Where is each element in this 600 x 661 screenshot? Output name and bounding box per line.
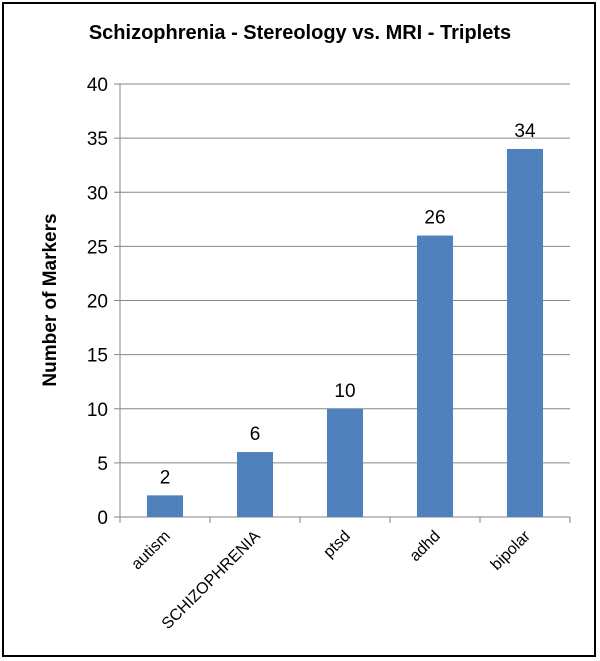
y-tick-label: 20 [87, 292, 108, 313]
labels: 0 5 10 15 20 25 30 35 40 2 autism 6 SCHIZOPHRENIA 10 p… [87, 75, 536, 633]
x-tick-label: SCHIZOPHRENIA [159, 528, 264, 633]
y-tick-label: 5 [97, 454, 108, 475]
bar-autism [147, 495, 183, 517]
bar-bipolar [507, 148, 543, 517]
gridlines [120, 83, 570, 464]
y-axis-label: Number of Markers [40, 213, 61, 386]
data-label: 2 [160, 467, 171, 488]
bar-schizophrenia [237, 452, 273, 517]
x-tick-label: bipolar [488, 527, 534, 573]
data-label: 6 [250, 424, 261, 445]
x-tick-label: adhd [407, 528, 444, 565]
y-tick-label: 25 [87, 237, 108, 258]
data-label: 26 [424, 208, 445, 229]
bar-ptsd [327, 408, 363, 517]
data-label: 34 [514, 121, 536, 142]
y-tick-label: 40 [87, 75, 108, 96]
data-label: 10 [334, 381, 355, 402]
x-tick-label: autism [128, 528, 173, 573]
chart-title: Schizophrenia - Stereology vs. MRI - Tri… [88, 22, 512, 44]
y-tick-label: 10 [87, 400, 108, 421]
y-tick-label: 15 [87, 346, 108, 367]
y-tick-label: 0 [97, 508, 108, 529]
y-tick-label: 35 [87, 129, 108, 150]
y-tick-label: 30 [87, 183, 108, 204]
x-tick-label: ptsd [320, 528, 353, 561]
bar-adhd [417, 235, 453, 518]
bars [147, 148, 543, 518]
